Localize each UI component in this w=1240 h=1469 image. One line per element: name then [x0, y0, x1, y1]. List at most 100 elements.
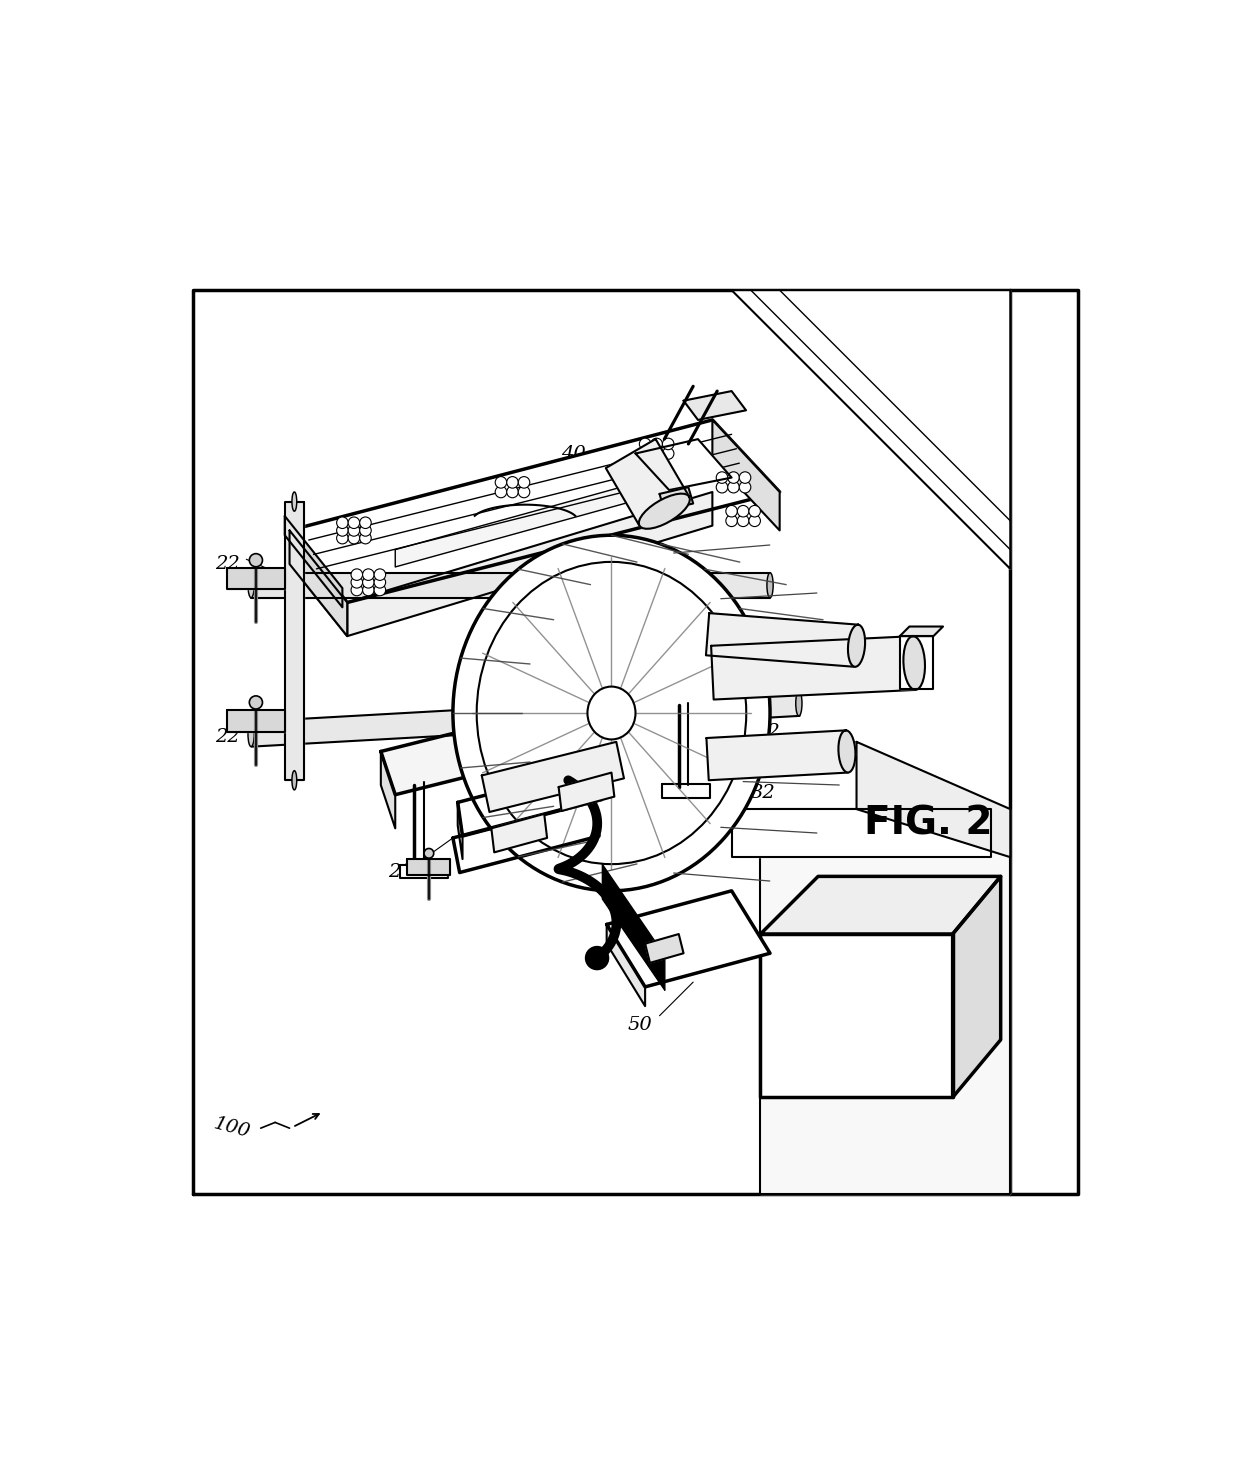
Circle shape	[507, 486, 518, 498]
Polygon shape	[732, 809, 991, 858]
Polygon shape	[408, 859, 450, 876]
Circle shape	[717, 482, 728, 494]
Circle shape	[351, 585, 362, 596]
Polygon shape	[848, 624, 866, 667]
Polygon shape	[606, 924, 645, 1006]
Polygon shape	[760, 934, 952, 1097]
Circle shape	[717, 472, 728, 483]
Circle shape	[374, 576, 386, 588]
Polygon shape	[381, 670, 722, 795]
Polygon shape	[381, 752, 396, 829]
Circle shape	[360, 517, 371, 529]
Text: 32: 32	[753, 665, 777, 683]
Text: 22: 22	[215, 555, 239, 573]
Circle shape	[738, 505, 749, 517]
Polygon shape	[760, 809, 1011, 1193]
Polygon shape	[712, 420, 780, 530]
Polygon shape	[227, 710, 285, 732]
Polygon shape	[290, 420, 780, 602]
Polygon shape	[660, 488, 693, 510]
Circle shape	[249, 554, 263, 567]
Circle shape	[662, 438, 675, 450]
Circle shape	[640, 438, 651, 450]
Polygon shape	[838, 730, 856, 773]
Circle shape	[336, 532, 348, 544]
Circle shape	[725, 516, 738, 526]
Polygon shape	[453, 802, 599, 873]
Circle shape	[651, 438, 662, 450]
Text: 50: 50	[627, 1017, 652, 1034]
Ellipse shape	[766, 573, 774, 598]
Polygon shape	[645, 934, 683, 962]
Circle shape	[360, 532, 371, 544]
Polygon shape	[401, 865, 448, 878]
Polygon shape	[606, 439, 689, 526]
Circle shape	[374, 569, 386, 580]
Circle shape	[336, 524, 348, 536]
Circle shape	[362, 576, 374, 588]
Polygon shape	[458, 802, 463, 859]
Ellipse shape	[588, 686, 635, 739]
Ellipse shape	[248, 721, 254, 746]
Text: 32: 32	[751, 784, 776, 802]
Text: 22: 22	[215, 729, 239, 746]
Circle shape	[351, 569, 362, 580]
Circle shape	[374, 585, 386, 596]
Text: 32: 32	[755, 723, 780, 742]
Polygon shape	[857, 742, 1011, 858]
Circle shape	[749, 505, 760, 517]
Polygon shape	[662, 784, 711, 798]
Polygon shape	[900, 636, 934, 689]
Circle shape	[651, 448, 662, 460]
Circle shape	[728, 482, 739, 494]
Text: 10: 10	[407, 507, 432, 524]
Circle shape	[725, 505, 738, 517]
Polygon shape	[227, 567, 285, 589]
Circle shape	[336, 517, 348, 529]
Polygon shape	[707, 730, 848, 780]
Polygon shape	[732, 291, 1011, 569]
Polygon shape	[683, 391, 746, 420]
Polygon shape	[481, 742, 624, 812]
Polygon shape	[193, 291, 1078, 1193]
Text: FIG. 2: FIG. 2	[864, 805, 993, 843]
Polygon shape	[250, 690, 800, 746]
Circle shape	[739, 482, 750, 494]
Circle shape	[351, 576, 362, 588]
Polygon shape	[347, 492, 712, 636]
Circle shape	[662, 448, 675, 460]
Polygon shape	[711, 636, 915, 699]
Text: 20: 20	[388, 862, 413, 880]
Circle shape	[362, 585, 374, 596]
Circle shape	[360, 524, 371, 536]
Circle shape	[738, 516, 749, 526]
Polygon shape	[606, 890, 770, 987]
Ellipse shape	[291, 771, 296, 790]
Polygon shape	[290, 530, 347, 636]
Circle shape	[739, 472, 750, 483]
Circle shape	[348, 524, 360, 536]
Polygon shape	[900, 626, 942, 636]
Polygon shape	[458, 765, 601, 836]
Circle shape	[507, 476, 518, 488]
Polygon shape	[491, 814, 547, 852]
Circle shape	[495, 476, 507, 488]
Text: 30: 30	[589, 748, 614, 765]
Circle shape	[348, 532, 360, 544]
Circle shape	[518, 476, 529, 488]
Ellipse shape	[291, 492, 296, 511]
Circle shape	[249, 696, 263, 710]
Text: 40: 40	[560, 445, 585, 463]
Polygon shape	[285, 516, 342, 607]
Circle shape	[424, 849, 434, 858]
Circle shape	[518, 486, 529, 498]
Polygon shape	[396, 470, 683, 567]
Polygon shape	[558, 773, 614, 811]
Polygon shape	[250, 573, 770, 598]
Polygon shape	[952, 877, 1001, 1097]
Ellipse shape	[796, 690, 802, 715]
Circle shape	[362, 569, 374, 580]
Polygon shape	[639, 494, 689, 529]
Ellipse shape	[453, 535, 770, 890]
Ellipse shape	[248, 573, 254, 598]
